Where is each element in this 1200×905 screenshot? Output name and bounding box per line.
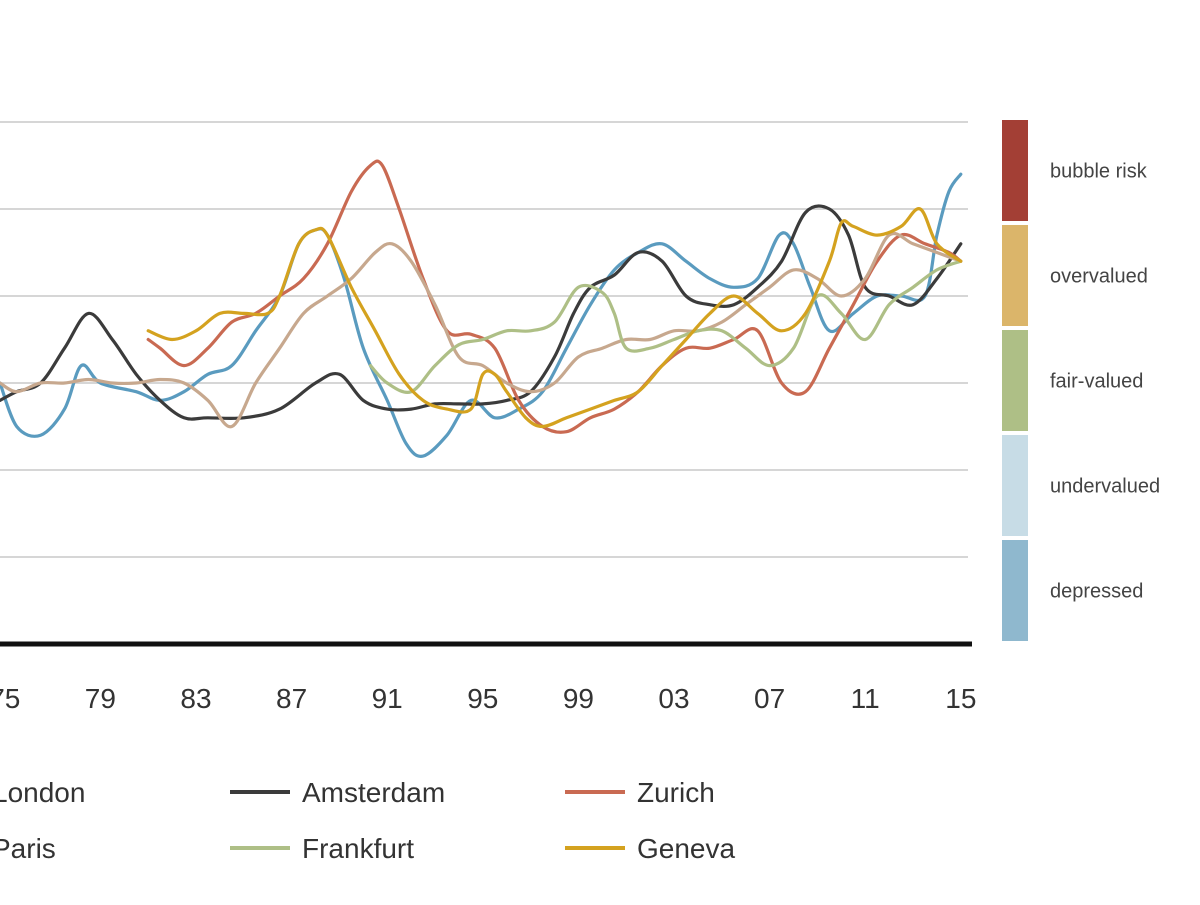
- x-axis: 75 79 83 87 91 95 99 03 07 11 15: [0, 641, 976, 714]
- x-tick-label: 75: [0, 683, 20, 714]
- band-label: depressed: [1050, 581, 1143, 603]
- x-tick-label: 87: [276, 683, 307, 714]
- x-tick-label: 03: [658, 683, 689, 714]
- x-tick-label: 79: [85, 683, 116, 714]
- x-tick-label: 95: [467, 683, 498, 714]
- legend-label-zurich: Zurich: [637, 777, 715, 808]
- series-line-amsterdam: [0, 204, 963, 421]
- series-lines: [0, 159, 963, 458]
- band-swatch: [1002, 435, 1028, 536]
- x-tick-label: 91: [372, 683, 403, 714]
- legend-label-geneva: Geneva: [637, 833, 735, 864]
- series-line-frankfurt: [368, 259, 963, 394]
- x-tick-label: 99: [563, 683, 594, 714]
- series-line-london: [0, 172, 963, 458]
- x-tick-label: 15: [945, 683, 976, 714]
- legend-label-paris: Paris: [0, 833, 56, 864]
- valuation-scale: bubble risk overvalued fair-valued underval…: [1002, 120, 1160, 641]
- legend-label-amsterdam: Amsterdam: [302, 777, 445, 808]
- band-label: bubble risk: [1050, 161, 1148, 183]
- series-line-paris: [0, 232, 963, 429]
- band-swatch: [1002, 225, 1028, 326]
- x-tick-label: 07: [754, 683, 785, 714]
- band-swatch: [1002, 120, 1028, 221]
- x-tick-label: 11: [851, 683, 880, 714]
- legend-label-frankfurt: Frankfurt: [302, 833, 414, 864]
- x-tick-label: 83: [180, 683, 211, 714]
- legend: London Amsterdam Zurich Paris Frankfurt Genev…: [0, 777, 735, 864]
- band-label: undervalued: [1050, 476, 1160, 498]
- band-swatch: [1002, 540, 1028, 641]
- legend-label-london: London: [0, 777, 85, 808]
- gridlines: [0, 121, 968, 558]
- band-swatch: [1002, 330, 1028, 431]
- band-label: fair-valued: [1050, 371, 1143, 393]
- band-label: overvalued: [1050, 266, 1148, 288]
- series-line-geneva: [146, 207, 963, 429]
